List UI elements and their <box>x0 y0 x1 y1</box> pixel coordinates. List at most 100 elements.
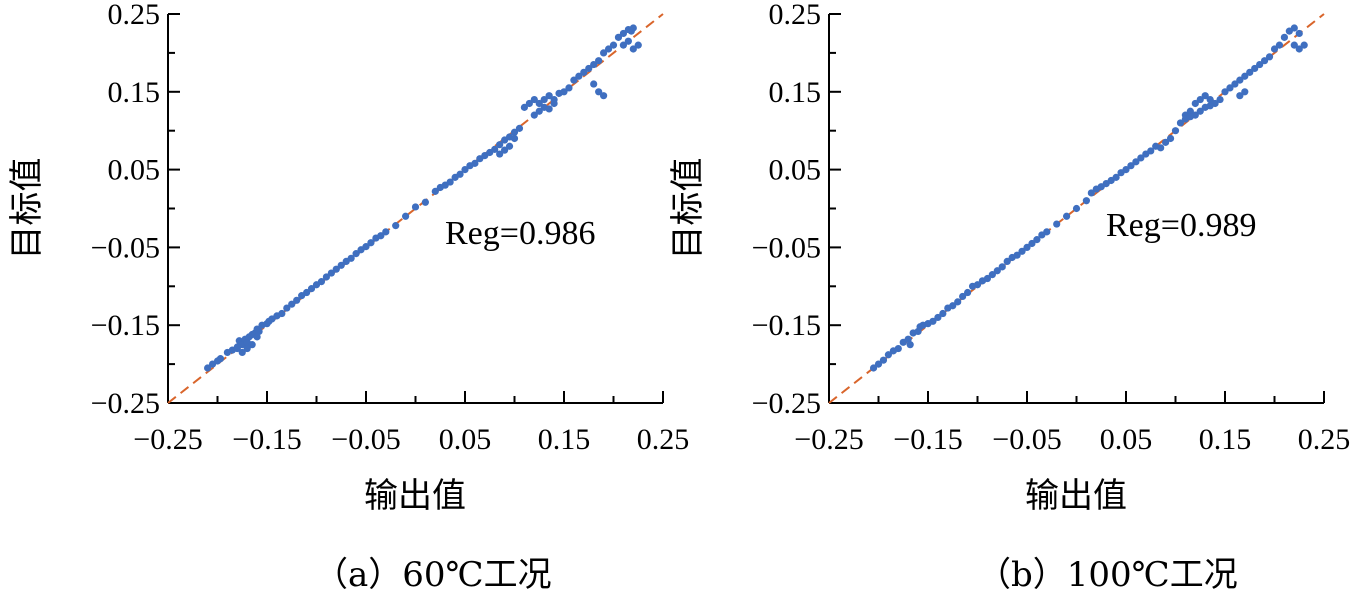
data-point <box>614 33 623 41</box>
data-point <box>253 333 261 341</box>
data-point <box>377 232 385 240</box>
data-point <box>501 146 509 154</box>
data-point <box>629 45 637 53</box>
chart-panel-b: −0.25 −0.15 −0.05 0.05 0.15 0.25 −0.25 −0.15 −0.… <box>668 0 1350 595</box>
data-point <box>491 145 499 153</box>
data-point <box>988 271 996 279</box>
data-point <box>317 278 326 286</box>
data-point <box>949 302 957 310</box>
data-point <box>1137 154 1145 162</box>
x-tick-label: 0.25 <box>1298 423 1351 456</box>
y-axis-title: 目标值 <box>7 158 47 260</box>
x-tick-label: −0.25 <box>794 423 863 456</box>
data-point <box>1063 212 1071 220</box>
data-point <box>382 228 390 236</box>
data-point <box>530 95 538 104</box>
x-tick-label: 0.15 <box>1199 423 1252 456</box>
data-point <box>1270 45 1279 53</box>
data-point <box>411 203 420 211</box>
data-point <box>590 60 598 69</box>
data-point <box>496 150 504 158</box>
data-point <box>307 285 316 293</box>
x-tick-label: −0.15 <box>232 423 301 456</box>
data-point <box>973 281 982 289</box>
data-point <box>1082 197 1090 205</box>
data-point <box>322 273 330 281</box>
data-point <box>535 99 543 108</box>
data-point <box>595 57 603 65</box>
data-point <box>1196 95 1204 104</box>
data-point <box>1206 102 1214 110</box>
data-point <box>1072 204 1081 213</box>
data-point <box>929 317 937 325</box>
data-point <box>1216 95 1224 104</box>
data-point <box>1112 173 1120 181</box>
data-point <box>1196 107 1204 115</box>
data-point <box>515 124 524 132</box>
data-point <box>337 261 345 269</box>
data-point <box>604 45 613 53</box>
data-point <box>894 344 902 353</box>
data-point <box>278 309 286 318</box>
x-tick-label: −0.25 <box>133 423 202 456</box>
data-point <box>1176 119 1185 127</box>
data-point <box>367 239 375 247</box>
data-point <box>327 269 335 277</box>
data-point <box>627 27 635 35</box>
data-point <box>600 92 608 100</box>
data-point <box>959 292 967 301</box>
data-point <box>392 222 400 230</box>
y-axis-title: 目标值 <box>668 158 708 260</box>
x-tick-label: 0.05 <box>439 423 492 456</box>
data-point <box>303 288 311 297</box>
data-point <box>446 178 454 186</box>
data-point <box>934 313 942 322</box>
data-point <box>1053 220 1061 228</box>
data-point <box>347 254 355 262</box>
y-tick-label: 0.05 <box>769 154 822 187</box>
data-point <box>545 92 553 100</box>
data-point <box>1295 29 1303 38</box>
panel-caption: （b）100℃工况 <box>977 555 1238 595</box>
data-point <box>1265 53 1274 61</box>
data-point <box>1236 92 1244 100</box>
x-axis-title: 输出值 <box>1025 476 1127 516</box>
data-point <box>332 265 340 273</box>
data-point <box>248 341 256 349</box>
data-point <box>525 99 533 108</box>
data-point <box>1018 247 1026 255</box>
data-point <box>874 360 883 368</box>
data-point <box>1127 162 1135 170</box>
data-point <box>204 364 212 372</box>
data-point <box>510 134 519 143</box>
data-point <box>1251 64 1259 73</box>
data-point <box>619 29 628 38</box>
data-point <box>1087 189 1095 197</box>
y-tick-label: −0.25 <box>91 387 160 420</box>
x-tick-label: 0.25 <box>637 423 690 456</box>
y-tick-label: −0.05 <box>91 231 160 264</box>
data-point <box>1186 113 1194 121</box>
data-point <box>879 356 888 364</box>
y-tick-label: 0.05 <box>108 154 161 187</box>
data-point <box>1231 80 1239 88</box>
y-tick-label: −0.15 <box>91 309 160 342</box>
data-point <box>293 296 301 304</box>
data-point <box>1280 33 1288 41</box>
x-tick-label: −0.05 <box>331 423 400 456</box>
data-point <box>906 341 914 349</box>
data-point <box>580 68 588 76</box>
data-point <box>1003 257 1011 266</box>
data-point <box>1226 84 1234 92</box>
data-point <box>540 95 548 104</box>
data-point <box>565 84 573 92</box>
data-point <box>590 80 598 88</box>
data-point <box>1206 95 1214 104</box>
y-tick-label: 0.15 <box>769 76 822 109</box>
data-point <box>1221 88 1229 96</box>
data-point <box>1261 57 1269 65</box>
y-tick-label: −0.25 <box>752 387 821 420</box>
data-point <box>595 88 603 96</box>
data-point <box>993 267 1001 275</box>
